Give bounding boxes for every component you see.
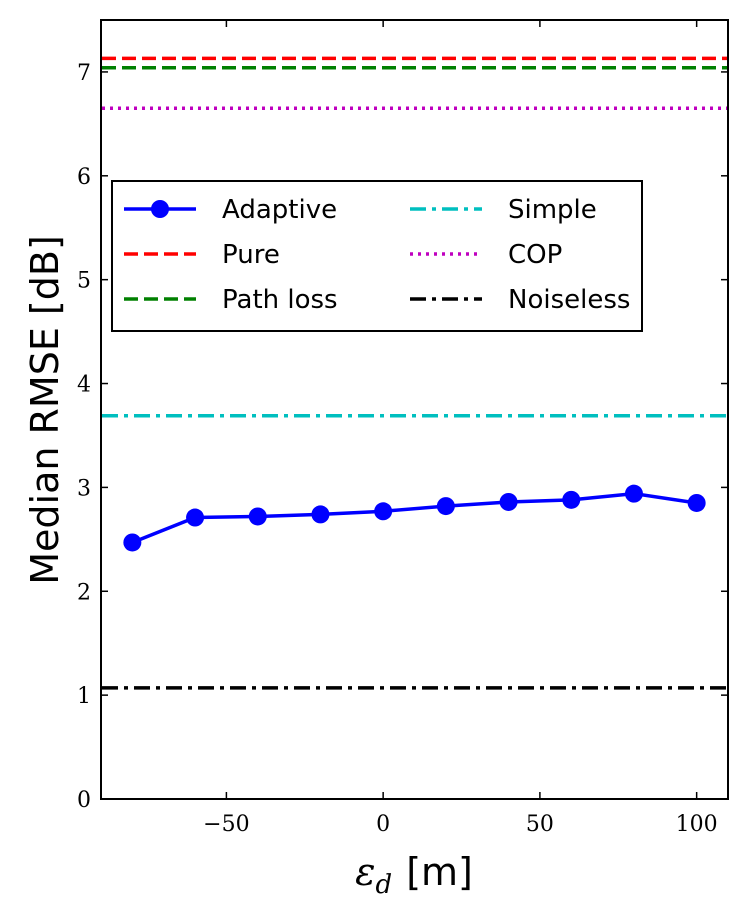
x-tick-label: −50 (203, 812, 249, 837)
y-tick-label: 1 (77, 684, 91, 709)
y-tick-label: 6 (77, 165, 91, 190)
y-tick-label: 7 (77, 61, 91, 86)
x-tick-label: 50 (526, 812, 554, 837)
data-point-adaptive (499, 492, 518, 511)
series-line-adaptive (131, 491, 697, 545)
data-point-adaptive (186, 508, 205, 527)
x-tick-label: 0 (376, 812, 390, 837)
x-tick-label: 100 (676, 812, 718, 837)
legend-label-adaptive: Adaptive (222, 195, 337, 225)
y-tick-label: 0 (77, 788, 91, 813)
y-tick-label: 3 (77, 476, 91, 501)
data-point-adaptive (562, 490, 581, 509)
y-tick-label: 4 (77, 373, 91, 398)
legend-label-path-loss: Path loss (222, 285, 338, 315)
legend-marker-adaptive (151, 200, 169, 218)
data-point-adaptive (436, 497, 455, 516)
legend-label-cop: COP (508, 240, 562, 270)
y-tick-label: 2 (77, 580, 91, 605)
data-point-adaptive (248, 507, 267, 526)
axis-ticks: 0 1 2 3 4 5 6 7 −50 0 50 100 (77, 20, 728, 837)
data-point-adaptive (123, 533, 142, 552)
plot-area (102, 56, 727, 690)
axes-frame (100, 19, 729, 800)
x-axis-label: εd [m] (355, 850, 473, 900)
legend-box (111, 180, 643, 332)
data-point-adaptive (374, 502, 393, 521)
data-point-adaptive (687, 493, 706, 512)
data-point-adaptive (624, 484, 643, 503)
legend: Adaptive Pure Path loss Simple COP Noiseless (111, 180, 643, 332)
legend-label-simple: Simple (508, 195, 597, 225)
x-axis-symbol: ε (355, 850, 375, 894)
y-axis-label: Median RMSE [dB] (23, 235, 67, 585)
x-axis-subscript: d (376, 870, 393, 900)
x-axis-unit: [m] (406, 850, 473, 894)
data-point-adaptive (311, 505, 330, 524)
legend-label-pure: Pure (222, 240, 280, 270)
y-tick-label: 5 (77, 269, 91, 294)
legend-label-noiseless: Noiseless (508, 285, 630, 315)
